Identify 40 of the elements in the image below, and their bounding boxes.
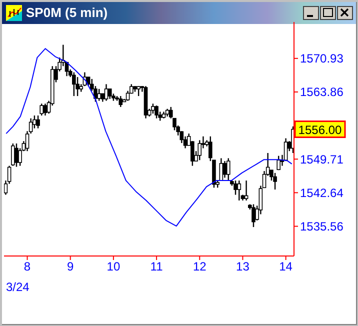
- candlestick: [252, 204, 256, 228]
- candlestick: [104, 84, 108, 102]
- candlestick: [11, 142, 15, 166]
- candlestick: [234, 180, 238, 196]
- candlestick: [72, 72, 76, 97]
- x-tick-label: 14: [279, 260, 293, 274]
- y-tick-label: 1563.86: [300, 85, 344, 100]
- candlestick: [244, 180, 248, 202]
- candlestick: [108, 88, 112, 100]
- x-tick-label: 8: [24, 260, 31, 274]
- y-tick-label: 1542.64: [300, 186, 344, 200]
- y-tick-label: 1570.93: [300, 52, 344, 66]
- text: 3/24: [6, 280, 30, 294]
- y-tick-label: 1549.71: [300, 152, 344, 166]
- candlestick: [237, 180, 242, 202]
- candlestick: [97, 88, 101, 102]
- candlestick: [43, 103, 48, 116]
- line-series: [6, 48, 292, 227]
- candlestick: [226, 158, 230, 182]
- candlestick: [14, 142, 18, 168]
- candlestick: [36, 114, 40, 129]
- candlestick: [154, 104, 158, 119]
- y-tick-label: 1535.56: [300, 220, 344, 234]
- candlestick: [76, 76, 80, 97]
- candlestick: [222, 160, 227, 178]
- candlestick: [40, 103, 44, 116]
- candlestick: [276, 155, 281, 171]
- candlestick: [118, 95, 123, 108]
- x-tick-label: 11: [150, 260, 164, 274]
- x-tick-label: 10: [106, 260, 120, 274]
- candlestick: [136, 85, 140, 97]
- x-tick-label: 13: [236, 260, 250, 274]
- text: 1556.00: [298, 122, 342, 137]
- x-tick-label: 12: [192, 260, 207, 274]
- chart-title: SP0M (5 min): [26, 5, 108, 20]
- candlestick: [151, 103, 155, 114]
- candlestick: [273, 172, 277, 190]
- x-tick-label: 9: [67, 260, 74, 274]
- candlestick: [284, 138, 288, 162]
- candlestick: [198, 140, 202, 161]
